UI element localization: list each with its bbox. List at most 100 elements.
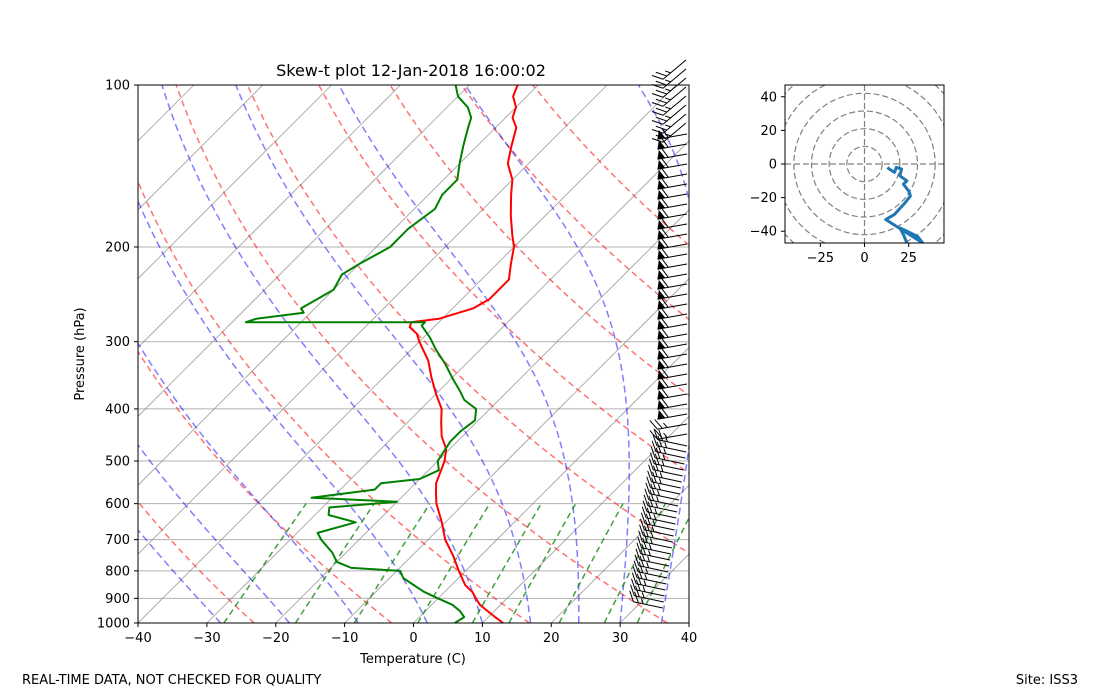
reference-lines [0,85,1100,623]
x-tick-label: −40 [124,631,151,646]
wind-barb [657,358,688,370]
wind-barb [636,542,671,561]
x-tick-label: 40 [681,631,698,646]
wind-barb [657,378,688,390]
hodo-y-tick-label: −20 [750,191,777,206]
wind-barb [630,578,665,597]
wind-barb [657,128,688,140]
mixing-ratio-line [417,503,491,623]
wind-barb [657,298,688,310]
wind-barb [657,278,688,290]
x-tick-label: 20 [543,631,560,646]
wind-barb [646,476,681,495]
wind-barb [641,506,676,525]
wind-barb [657,388,688,400]
wind-barb [639,524,673,543]
dry-adiabat [246,85,689,555]
wind-barb [638,530,672,549]
wind-barb [651,440,686,459]
hodo-x-tick-label: 0 [860,251,868,266]
mixing-ratio-line [223,503,307,623]
wind-barb [637,536,672,555]
wind-barb [644,488,679,507]
wind-barb [643,494,678,513]
wind-barb [651,86,687,107]
wind-barb [651,77,687,98]
y-tick-label: 300 [105,335,130,350]
wind-barb [652,434,687,453]
wind-barb [653,428,688,447]
wind-barb [657,178,688,190]
wind-barb [642,500,677,519]
wind-barb [657,318,688,330]
wind-barb [657,328,688,340]
wind-barb [657,188,688,200]
dry-adiabat [138,500,255,623]
wind-barb [657,288,688,300]
y-tick-label: 500 [105,455,130,470]
wind-barb [635,548,670,567]
mixing-ratio-line [353,503,431,623]
x-tick-label: 30 [612,631,629,646]
y-tick-label: 100 [105,79,130,94]
hodograph-ring [846,145,883,183]
main-plot-frame [137,84,690,624]
hodo-y-tick-label: 0 [769,158,777,173]
wind-barb [639,518,674,537]
y-tick-label: 900 [105,592,130,607]
isotherm-line [138,85,195,142]
wind-barb [633,560,668,579]
mixing-ratio-line [471,503,542,623]
wind-barbs [629,59,688,609]
wind-barb [651,68,687,89]
moist-adiabat [235,85,532,623]
hodo-y-tick-label: −40 [750,225,777,240]
wind-barb [657,258,688,270]
isotherm-line [344,278,689,623]
dry-adiabat [389,85,689,397]
x-tick-label: 10 [474,631,491,646]
dry-adiabat [318,85,689,475]
isotherm-line [275,209,689,623]
y-tick-label: 600 [105,497,130,512]
wind-barb [657,138,688,150]
y-tick-label: 200 [105,240,130,255]
isotherm-line [138,85,608,555]
wind-barb [648,464,682,483]
y-tick-label: 400 [105,402,130,417]
hodograph-axes: −25 0 25 40 20 0 −20 −40 [750,90,917,266]
wind-barb [657,368,688,380]
wind-barb [657,228,688,240]
wind-barb [657,338,688,350]
hodo-x-tick-label: 25 [900,251,917,266]
moist-adiabat [161,85,484,623]
y-axis-label: Pressure (hPa) [73,307,88,400]
hodograph-rings [785,85,944,243]
isotherm-line [482,415,689,623]
isotherm-line [550,484,689,623]
isotherm-line [138,85,332,280]
hodograph-line [884,165,925,243]
wind-barb [657,398,688,410]
wind-barb [632,566,667,585]
hodograph-trace [884,165,925,243]
moist-adiabat [138,443,291,623]
wind-barb [657,238,688,250]
wind-barb [657,248,688,260]
wind-barb [630,584,664,603]
wind-barb [657,408,688,420]
hodograph-ring [828,128,901,200]
x-axis-label: Temperature (C) [359,652,466,667]
wind-barb [629,590,663,609]
wind-barb [647,470,681,489]
wind-barb [657,208,688,220]
wind-barb [657,148,688,160]
isotherm-line [758,85,1100,623]
moist-adiabat [138,199,428,623]
mixing-ratio-line [636,516,689,623]
isotherm-line [688,622,689,623]
x-tick-label: −10 [331,631,358,646]
chart-title: Skew-t plot 12-Jan-2018 16:00:02 [276,61,546,80]
isotherm-line [0,85,56,623]
y-tick-label: 800 [105,564,130,579]
